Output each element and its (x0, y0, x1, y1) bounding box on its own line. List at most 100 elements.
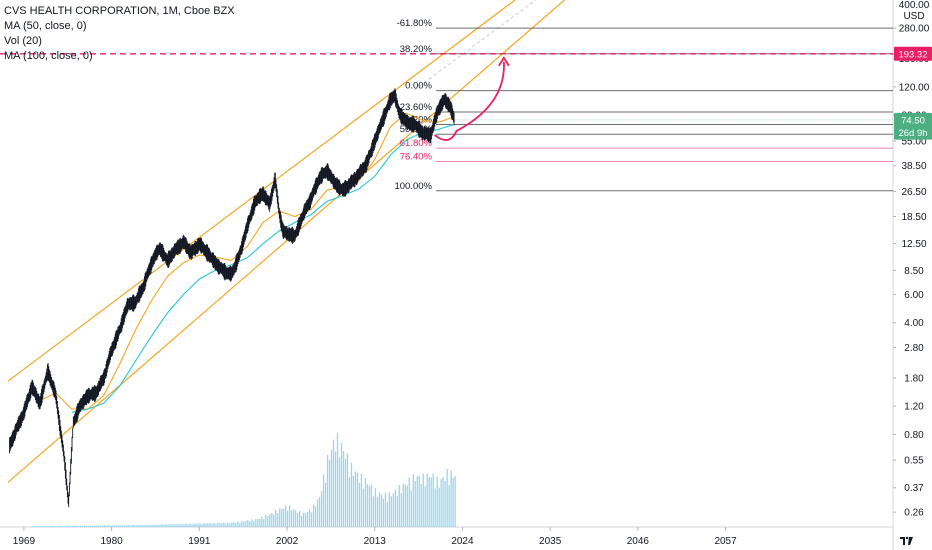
volume-bar (217, 522, 219, 527)
fib-level-label: 76.40% (400, 152, 433, 163)
fibonacci-levels[interactable]: -61.80%38.20%0.00%23.60%38.20%50.00%61.8… (394, 18, 893, 192)
y-tick-label: 0.80 (904, 430, 924, 441)
volume-bar (350, 462, 353, 527)
volume-bar (231, 522, 233, 527)
volume-bar (103, 525, 105, 527)
volume-bar (101, 525, 103, 527)
volume-bar (324, 482, 327, 527)
volume-bar (161, 524, 163, 527)
y-tick-label: 6.00 (904, 290, 924, 301)
volume-bar (442, 477, 444, 527)
volume-bar (247, 520, 249, 527)
volume-bar (394, 489, 396, 527)
x-tick-label: 2024 (451, 536, 474, 547)
volume-bar (37, 526, 40, 527)
volume-bar (187, 524, 189, 527)
volume-bar (233, 522, 235, 527)
y-tick-label: 1.20 (904, 402, 924, 413)
volume-bar (33, 526, 36, 527)
volume-bar (316, 499, 319, 527)
y-tick-label: 1.80 (904, 374, 924, 385)
volume-bar (422, 473, 424, 527)
x-tick-label: 2057 (714, 536, 737, 547)
volume-bar (267, 516, 269, 527)
volume-bar (261, 516, 263, 527)
volume-bar (63, 526, 66, 527)
y-tick-label: 0.55 (904, 456, 924, 467)
volume-bar (165, 524, 167, 527)
symbol-title[interactable]: CVS HEALTH CORPORATION, 1M, Cboe BZX (4, 5, 235, 17)
volume-bar (99, 525, 101, 527)
volume-bar (404, 484, 406, 527)
volume-bar (346, 453, 349, 527)
volume-bar (332, 439, 335, 527)
volume-bar (340, 442, 343, 527)
volume-bar (47, 526, 50, 527)
x-tick-label: 1991 (188, 536, 211, 547)
fib-level-label: 38.20% (400, 44, 433, 55)
volume-bar (167, 524, 169, 527)
volume-bar (41, 526, 44, 527)
volume-bar (291, 510, 293, 527)
y-tick-label: 280.00 (899, 24, 930, 35)
volume-bar (177, 524, 179, 527)
curved-up-arrow-icon (433, 61, 505, 141)
volume-bar (249, 521, 251, 527)
chart-legend: CVS HEALTH CORPORATION, 1M, Cboe BZX MA … (4, 4, 235, 64)
volume-bar (360, 473, 363, 527)
volume-bar (193, 523, 195, 527)
volume-bar (338, 457, 341, 527)
price-axis[interactable]: 280.00180.00120.0080.0055.0038.5026.5018… (893, 24, 930, 519)
volume-bar (406, 485, 408, 527)
volume-bar (121, 525, 123, 527)
ma50-legend[interactable]: MA (50, close, 0) (4, 20, 87, 32)
fib-level-label: 0.00% (405, 81, 432, 92)
volume-bar (105, 525, 107, 527)
volume-bar (199, 523, 201, 527)
price-channel[interactable] (7, 0, 565, 483)
volume-bar (171, 524, 173, 527)
y-tick-label: 2.80 (904, 343, 924, 354)
x-tick-label: 1969 (13, 536, 36, 547)
price-tag (894, 46, 932, 61)
projection-target[interactable] (0, 53, 893, 141)
volume-bar (428, 477, 430, 527)
volume-bar (396, 495, 398, 527)
channel-lower-line[interactable] (7, 0, 565, 483)
volume-bar (219, 523, 221, 527)
volume-bar (310, 512, 313, 527)
ma100-legend[interactable]: MA (100, close, 0) (4, 50, 93, 62)
vol-legend[interactable]: Vol (20) (4, 35, 42, 47)
volume-bar (438, 487, 440, 527)
price-tag-label: 74.50 (901, 115, 925, 126)
volume-bar (312, 504, 315, 527)
volume-bar (372, 496, 375, 527)
volume-bar (55, 525, 58, 527)
volume-bar (392, 493, 394, 527)
volume-bar (141, 524, 143, 527)
volume-bar (97, 525, 99, 527)
volume-bar (424, 486, 426, 527)
volume-bar (123, 525, 125, 527)
volume-bar (137, 524, 139, 527)
volume-bar (318, 497, 321, 527)
y-tick-label: 26.50 (901, 187, 926, 198)
volume-bar (51, 525, 54, 527)
volume-bar (173, 524, 175, 527)
fib-level-label: 38.20% (400, 115, 433, 126)
price-tag-label: 26d 9h (898, 128, 927, 139)
volume-bar (227, 522, 229, 527)
volume-bar (175, 523, 177, 527)
tradingview-logo-icon[interactable] (900, 536, 914, 546)
volume-bar (334, 451, 337, 527)
volume-bar (61, 525, 64, 527)
volume-bar (430, 477, 432, 527)
time-axis[interactable]: 1969 1980 1991 2002 2013 2024 2035 2046 2057 (13, 527, 737, 547)
volume-bar (322, 474, 325, 527)
y-tick-label: 120.00 (899, 82, 930, 93)
volume-bar (326, 454, 329, 527)
volume-bar (434, 488, 436, 527)
volume-bar (352, 475, 355, 527)
volume-bar (342, 451, 345, 527)
